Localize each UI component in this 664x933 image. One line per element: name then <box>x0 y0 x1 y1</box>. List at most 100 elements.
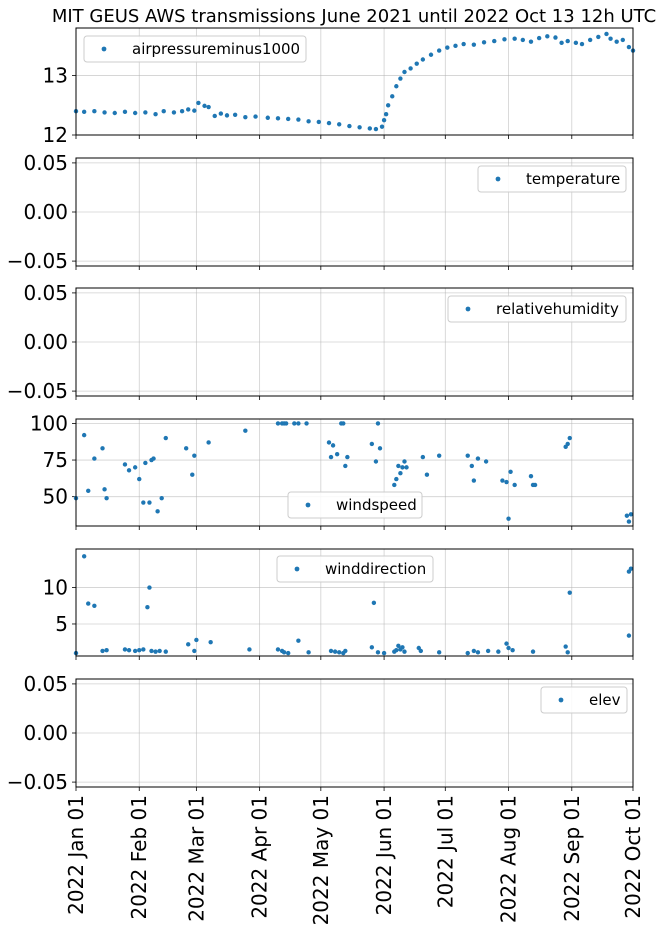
data-point <box>520 37 526 43</box>
data-point <box>357 125 362 130</box>
axes-frame <box>75 418 634 527</box>
data-point <box>218 111 224 116</box>
data-point <box>341 421 346 426</box>
data-point <box>483 459 489 464</box>
legend-box <box>540 686 628 714</box>
data-point <box>567 590 572 595</box>
data-point <box>141 647 146 652</box>
data-point <box>336 122 342 127</box>
data-point <box>194 637 199 643</box>
data-point <box>512 482 517 488</box>
data-point <box>104 647 109 653</box>
data-point <box>461 41 466 47</box>
data-point <box>161 109 166 114</box>
data-point <box>604 31 609 37</box>
data-point <box>465 453 470 458</box>
data-point <box>528 473 534 479</box>
data-point <box>247 647 252 652</box>
data-point <box>567 435 572 441</box>
data-point <box>253 114 258 119</box>
data-point <box>306 650 311 655</box>
x-tick-label: 2022 Jul 01 <box>433 795 457 908</box>
data-point <box>400 465 405 470</box>
data-point <box>502 37 507 42</box>
y-tick-label: 5 <box>55 612 68 636</box>
data-point <box>377 446 383 451</box>
axes-frame <box>75 287 634 397</box>
legend-marker <box>305 502 311 508</box>
legend-box <box>477 165 627 193</box>
data-point <box>147 585 152 590</box>
data-point <box>398 76 403 81</box>
x-tick-label: 2022 Feb 01 <box>127 795 151 919</box>
legend: windspeed <box>287 491 423 519</box>
legend: elev <box>540 686 628 714</box>
data-point <box>186 107 191 112</box>
data-point <box>143 110 148 115</box>
data-point <box>86 601 91 606</box>
legend-marker <box>294 566 300 572</box>
data-point <box>275 421 281 426</box>
data-point <box>112 110 117 116</box>
data-point <box>328 648 334 654</box>
data-point <box>163 435 168 441</box>
legend: winddirection <box>276 555 434 583</box>
legend: relativehumidity <box>447 295 627 323</box>
data-point <box>469 463 475 469</box>
data-point <box>122 109 128 115</box>
data-point <box>143 460 148 466</box>
data-point <box>392 482 397 488</box>
y-tick-label: 50 <box>43 485 68 509</box>
legend-label: winddirection <box>325 560 426 578</box>
y-tick-label: 0.00 <box>23 330 68 354</box>
data-point <box>536 35 542 41</box>
data-point <box>408 66 413 71</box>
data-point <box>306 119 311 124</box>
data-point <box>137 647 142 653</box>
y-tick-label: 12 <box>43 123 68 147</box>
data-point <box>375 421 381 426</box>
data-point <box>126 647 132 653</box>
data-point <box>334 451 340 457</box>
data-point <box>102 110 107 115</box>
data-point <box>275 116 281 121</box>
data-point <box>628 512 634 517</box>
data-point <box>394 476 399 482</box>
data-point <box>183 446 189 451</box>
data-point <box>102 487 107 492</box>
data-point <box>92 456 97 461</box>
panel-temperature: −0.05 0.00 0.05 temperature <box>7 151 634 273</box>
data-point <box>512 36 517 41</box>
data-point <box>92 603 97 608</box>
panel-elev: −0.05 0.00 0.05 elev <box>7 672 634 794</box>
data-point <box>137 476 142 482</box>
x-tick-label: 2022 Jun 01 <box>372 795 396 915</box>
data-point <box>159 495 164 501</box>
data-point <box>336 650 342 655</box>
data-point <box>265 115 270 120</box>
data-point <box>285 650 291 656</box>
data-point <box>212 113 217 119</box>
data-point <box>132 648 138 654</box>
data-point <box>379 124 385 129</box>
data-point <box>208 639 213 645</box>
x-tick-label: 2022 Apr 01 <box>248 795 272 919</box>
data-point <box>471 648 477 654</box>
data-point <box>243 114 248 120</box>
data-point <box>343 463 348 469</box>
data-point <box>141 500 146 505</box>
data-point <box>506 516 511 521</box>
panel-relativehumidity: −0.05 0.00 0.05 relativehumidity <box>7 281 634 403</box>
y-tick-label: 13 <box>43 64 68 88</box>
data-point <box>224 113 230 118</box>
data-point <box>371 600 377 606</box>
legend-box <box>447 295 627 323</box>
data-point <box>122 647 128 652</box>
data-point <box>326 440 332 445</box>
data-point <box>626 519 632 524</box>
data-point <box>369 645 375 650</box>
panel-airpressureminus1000: 12 13 airpressureminus1000 <box>43 27 636 147</box>
data-point <box>390 94 395 99</box>
legend-box <box>276 555 434 583</box>
data-point <box>292 421 297 426</box>
